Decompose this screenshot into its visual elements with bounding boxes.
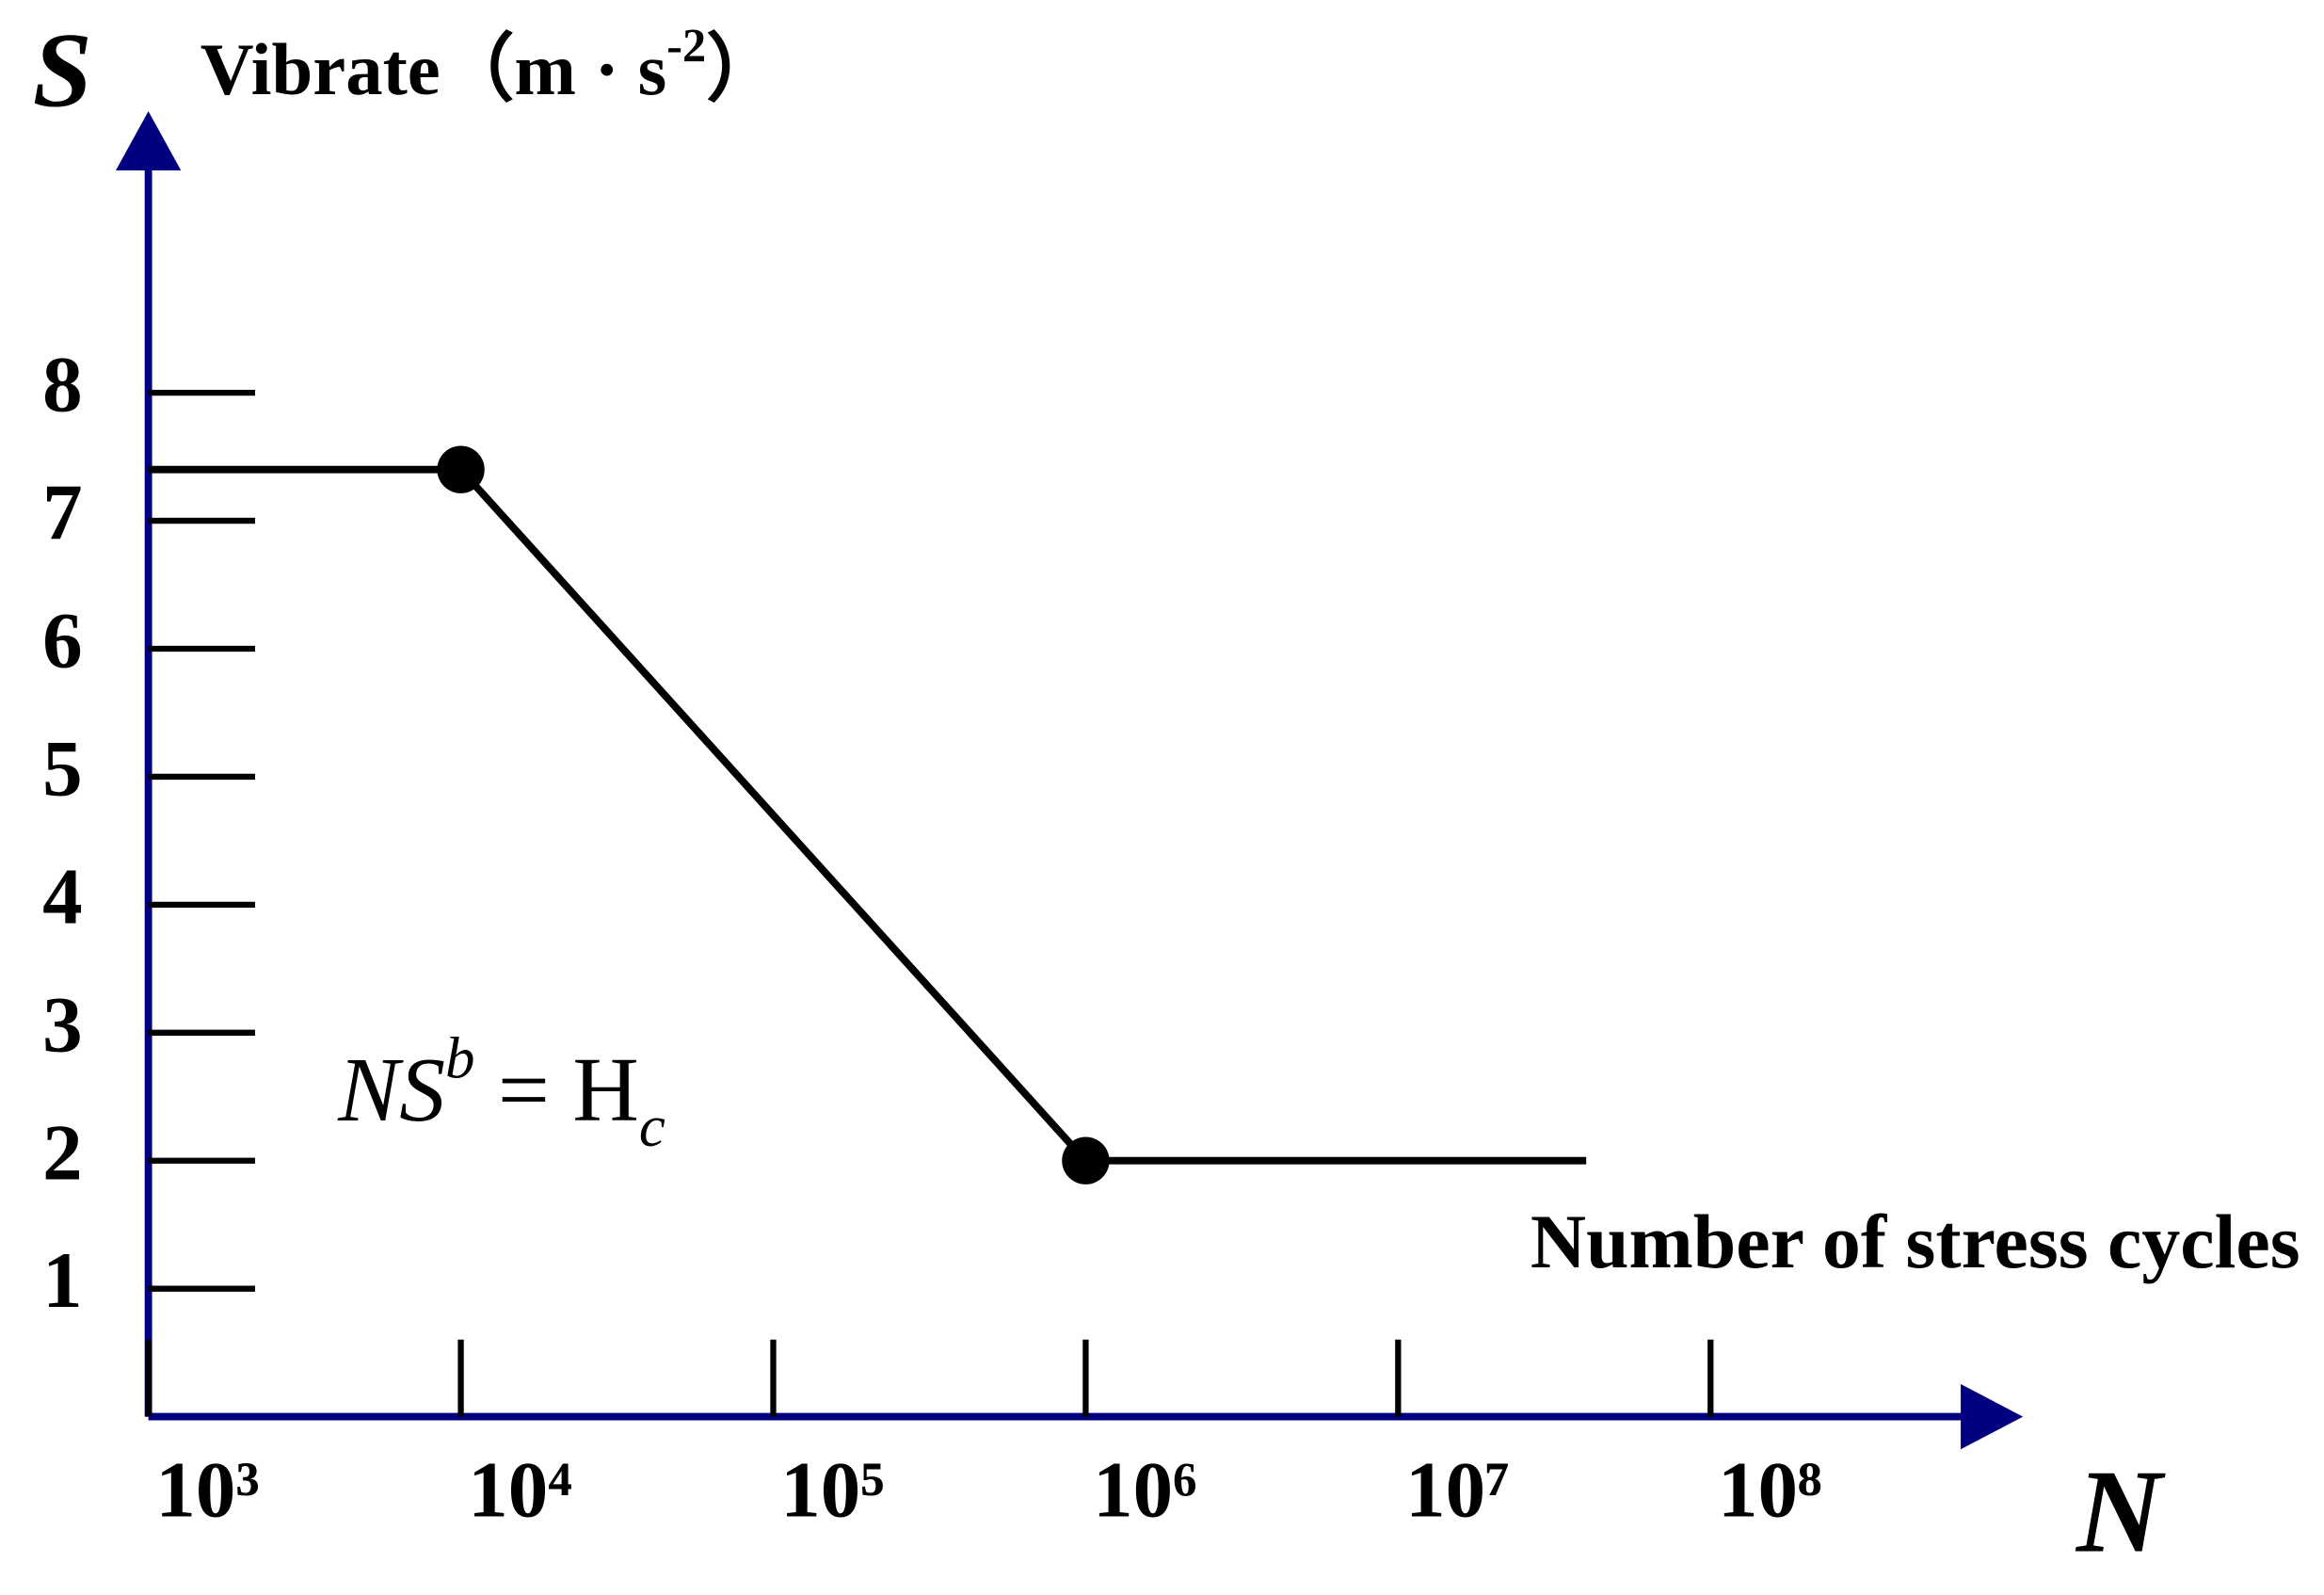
x-symbol: N [2075,1446,2166,1577]
y-tick-label: 6 [42,597,83,685]
y-tick-label: 2 [42,1108,83,1197]
x-axis-arrow [1961,1383,2024,1450]
formula-h: = H [475,1040,639,1142]
x-tick-label: 10⁶ [1093,1446,1196,1535]
y-tick-label: 1 [42,1236,83,1325]
y-axis-arrow [116,111,182,171]
y-tick-label: 3 [42,980,83,1069]
formula: NSb = Hc [337,1025,665,1159]
formula-ns: NS [337,1040,445,1142]
data-point [1062,1136,1110,1184]
formula-b: b [445,1025,474,1091]
y-tick-label: 4 [42,852,83,941]
x-tick-label: 10⁸ [1718,1446,1821,1535]
data-point [437,445,485,493]
y-tick-label: 7 [42,469,83,557]
y-axis-label: Vibrate（m · s-2） [200,19,780,111]
y-tick-label: 5 [42,724,83,813]
y-tick-label: 8 [42,341,83,429]
x-tick-label: 10⁵ [780,1446,884,1535]
data-line [148,465,1587,1165]
x-axis-label: Number of stress cycles [1531,1199,2300,1284]
y-label-text: Vibrate（m · s [200,29,666,111]
y-label-close: ） [706,29,780,111]
x-tick-label: 10³ [155,1446,259,1535]
x-tick-label: 10⁴ [468,1446,571,1535]
y-symbol: S [33,11,92,130]
x-tick-label: 10⁷ [1405,1446,1509,1535]
formula-c: c [639,1093,665,1159]
y-label-exponent: -2 [666,19,706,72]
